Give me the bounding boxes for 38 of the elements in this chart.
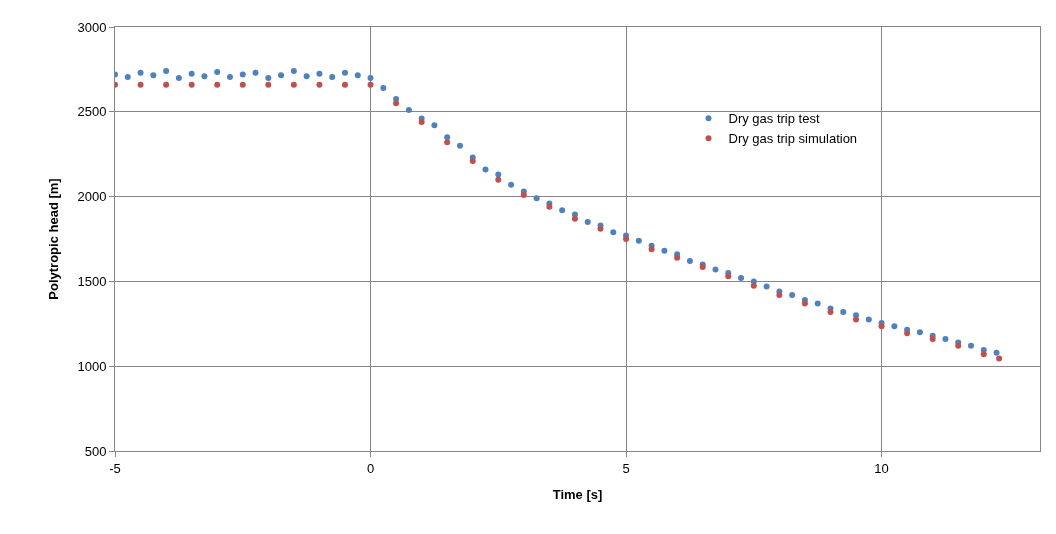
point [878,323,885,330]
point [393,100,400,107]
point [188,81,195,88]
point [648,246,655,253]
point [980,351,987,358]
x-tick-label: 5 [622,460,630,476]
point [495,176,502,183]
y-tick-label: 500 [84,443,107,459]
y-tick-label: 3000 [77,19,107,35]
point [163,81,170,88]
point [904,330,911,337]
y-tick-label: 1500 [77,273,107,289]
y-tick-label: 1000 [77,358,107,374]
point [853,316,860,323]
x-axis-title: Time [s] [552,487,603,503]
point [929,336,936,343]
point [623,236,630,242]
point [571,215,578,222]
point [996,355,1003,362]
point [750,282,757,289]
y-tick-label: 2500 [77,104,107,120]
x-tick-label: -5 [109,460,121,476]
point [444,139,451,146]
point [239,81,246,88]
legend-label: Dry gas trip simulation [728,131,858,147]
point [137,81,144,88]
point [214,81,221,88]
x-tick-label: 0 [366,460,375,476]
y-tick-label: 2000 [77,189,107,205]
point [290,81,297,88]
point [316,81,323,88]
point [725,273,732,280]
point [367,81,374,88]
legend-label: Dry gas trip test [728,111,820,127]
y-axis-title: Polytropic head [m] [46,178,62,300]
point [341,81,348,88]
point [265,81,272,88]
x-tick-label: 10 [874,460,889,476]
